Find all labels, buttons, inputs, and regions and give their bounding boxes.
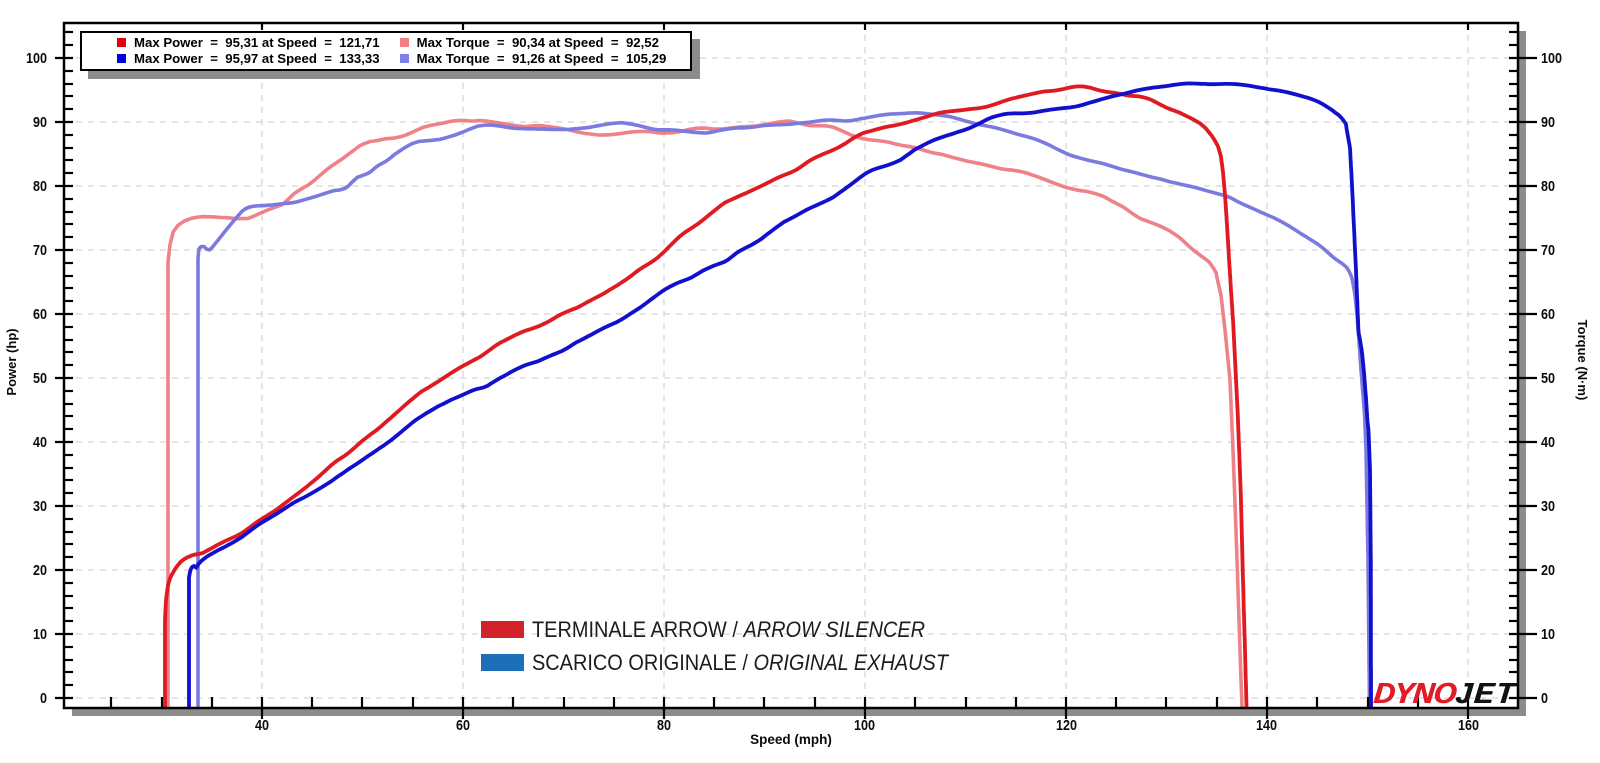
svg-text:90: 90 bbox=[33, 115, 47, 131]
svg-text:30: 30 bbox=[1541, 499, 1555, 515]
svg-text:80: 80 bbox=[33, 179, 47, 195]
svg-text:120: 120 bbox=[1056, 718, 1077, 734]
svg-text:10: 10 bbox=[33, 627, 47, 643]
svg-text:70: 70 bbox=[1541, 243, 1555, 259]
svg-text:20: 20 bbox=[33, 563, 47, 579]
svg-text:80: 80 bbox=[657, 718, 671, 734]
svg-text:10: 10 bbox=[1541, 627, 1555, 643]
svg-text:50: 50 bbox=[1541, 371, 1555, 387]
svg-text:40: 40 bbox=[33, 435, 47, 451]
svg-text:30: 30 bbox=[33, 499, 47, 515]
svg-text:160: 160 bbox=[1458, 718, 1479, 734]
svg-text:Torque (N·m): Torque (N·m) bbox=[1575, 320, 1590, 401]
svg-text:100: 100 bbox=[26, 51, 47, 67]
svg-text:60: 60 bbox=[456, 718, 470, 734]
svg-text:70: 70 bbox=[33, 243, 47, 259]
svg-text:90: 90 bbox=[1541, 115, 1555, 131]
svg-text:100: 100 bbox=[854, 718, 875, 734]
svg-text:Speed (mph): Speed (mph) bbox=[750, 732, 832, 747]
svg-text:Power (hp): Power (hp) bbox=[4, 328, 19, 395]
svg-text:60: 60 bbox=[1541, 307, 1555, 323]
svg-text:0: 0 bbox=[1541, 691, 1548, 707]
svg-text:50: 50 bbox=[33, 371, 47, 387]
svg-text:40: 40 bbox=[1541, 435, 1555, 451]
svg-text:80: 80 bbox=[1541, 179, 1555, 195]
svg-text:0: 0 bbox=[40, 691, 47, 707]
svg-text:20: 20 bbox=[1541, 563, 1555, 579]
svg-text:140: 140 bbox=[1256, 718, 1277, 734]
svg-text:40: 40 bbox=[255, 718, 269, 734]
svg-text:100: 100 bbox=[1541, 51, 1562, 67]
svg-text:60: 60 bbox=[33, 307, 47, 323]
